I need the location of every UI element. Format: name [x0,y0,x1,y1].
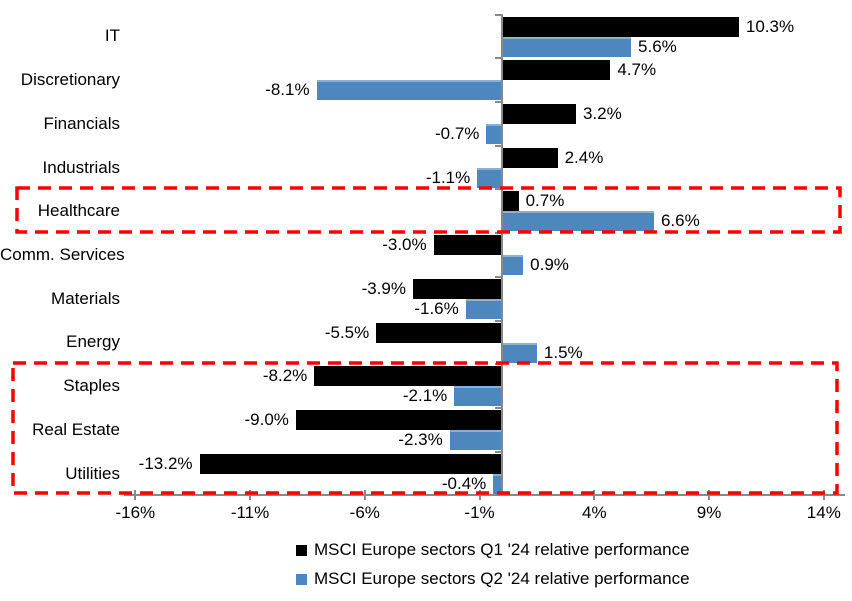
value-label-q2-8: -2.1% [402,386,448,406]
category-axis-tick [495,57,503,60]
value-axis-label-0: -16% [115,503,156,522]
legend-label-q2: MSCI Europe sectors Q2 '24 relative perf… [314,569,690,588]
value-label-q2-2: -0.7% [435,123,480,143]
value-axis-label-1: -11% [230,503,270,522]
bar-q1-7 [376,322,503,343]
value-label-q2-7: 1.5% [543,342,583,362]
bar-q1-9 [295,409,503,430]
category-label-healthcare: Healthcare [37,201,120,221]
value-label-q2-1: -8.1% [265,80,310,100]
bar-q1-3 [502,147,558,168]
bar-q1-8 [314,366,503,387]
category-label-energy: Energy [66,332,120,352]
bar-q2-3 [477,167,503,188]
bar-q1-2 [502,103,576,124]
legend-item-q2: MSCI Europe sectors Q2 '24 relative perf… [296,569,690,589]
legend-label-q1: MSCI Europe sectors Q1 '24 relative perf… [314,540,690,559]
category-label-industrials: Industrials [42,157,120,177]
bar-q2-1 [316,80,503,101]
value-label-q2-5: 0.9% [530,255,569,275]
value-label-q1-10: -13.2% [138,453,193,473]
category-label-real-estate: Real Estate [32,419,120,439]
value-label-q1-0: 10.3% [745,16,795,36]
bar-q2-8 [454,386,503,407]
healthcare-highlight-box [15,186,842,234]
value-label-q1-7: -5.5% [324,322,370,342]
bar-q1-4 [502,191,519,212]
value-label-q1-2: 3.2% [582,103,622,123]
value-axis-line [124,494,845,496]
bar-q2-9 [449,429,503,450]
bar-q2-4 [502,211,654,232]
legend-item-q1: MSCI Europe sectors Q1 '24 relative perf… [296,540,690,560]
category-label-financials: Financials [43,113,120,133]
value-label-q2-6: -1.6% [414,298,459,318]
value-label-q1-4: 0.7% [525,191,565,211]
category-label-comm-services: Comm. Services [0,244,125,264]
category-axis-line [501,14,503,496]
q2-series-swatch-icon [296,573,307,585]
bar-q2-2 [486,123,503,144]
category-label-utilities: Utilities [65,463,120,483]
value-axis-label-3: -1% [464,503,495,522]
bar-q1-10 [199,453,503,474]
category-axis-tick [495,144,503,147]
bar-q2-7 [502,342,537,363]
value-label-q1-5: -3.0% [382,235,427,255]
value-label-q1-3: 2.4% [564,147,604,167]
q1-series-swatch-icon [296,544,307,556]
value-label-q1-8: -8.2% [262,366,308,386]
value-label-q2-4: 6.6% [660,211,700,231]
category-label-discretionary: Discretionary [20,70,120,90]
category-label-it: IT [104,26,120,46]
category-axis-tick [495,275,503,278]
bar-q1-5 [433,235,503,256]
bar-q1-6 [412,278,503,299]
category-axis-tick [495,100,503,103]
bar-q1-0 [502,16,739,37]
category-axis-tick [495,13,503,16]
value-axis-label-4: 4% [582,503,607,522]
bar-q2-5 [502,255,524,276]
value-label-q1-1: 4.7% [617,60,657,80]
bar-q1-1 [502,60,611,81]
value-axis-label-5: 9% [696,503,722,522]
value-label-q2-9: -2.3% [398,429,443,449]
bar-q2-0 [502,36,632,57]
value-label-q2-3: -1.1% [425,167,471,187]
category-label-materials: Materials [51,288,120,308]
value-axis-label-2: -6% [349,503,380,522]
category-axis-tick [495,319,503,322]
value-label-q2-0: 5.6% [638,36,677,56]
value-axis-label-6: 14% [806,503,841,522]
bar-q2-6 [465,298,503,319]
value-label-q1-9: -9.0% [244,409,289,429]
value-label-q1-6: -3.9% [361,278,406,298]
category-label-staples: Staples [63,376,120,396]
